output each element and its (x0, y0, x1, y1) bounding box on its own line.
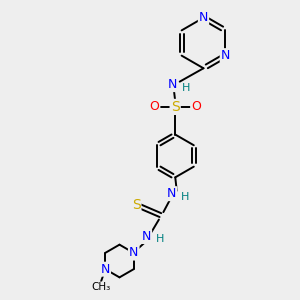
Text: N: N (129, 246, 138, 259)
Text: S: S (132, 198, 140, 212)
Text: N: N (199, 11, 208, 24)
Text: N: N (221, 49, 230, 62)
Text: H: H (182, 83, 190, 93)
Text: H: H (181, 192, 189, 202)
Text: S: S (171, 100, 180, 114)
Text: N: N (101, 263, 110, 276)
Text: CH₃: CH₃ (91, 282, 110, 292)
Text: H: H (156, 235, 164, 244)
Text: O: O (149, 100, 159, 113)
Text: N: N (167, 187, 176, 200)
Text: N: N (129, 246, 138, 259)
Text: N: N (142, 230, 151, 243)
Text: N: N (168, 78, 177, 91)
Text: O: O (191, 100, 201, 113)
